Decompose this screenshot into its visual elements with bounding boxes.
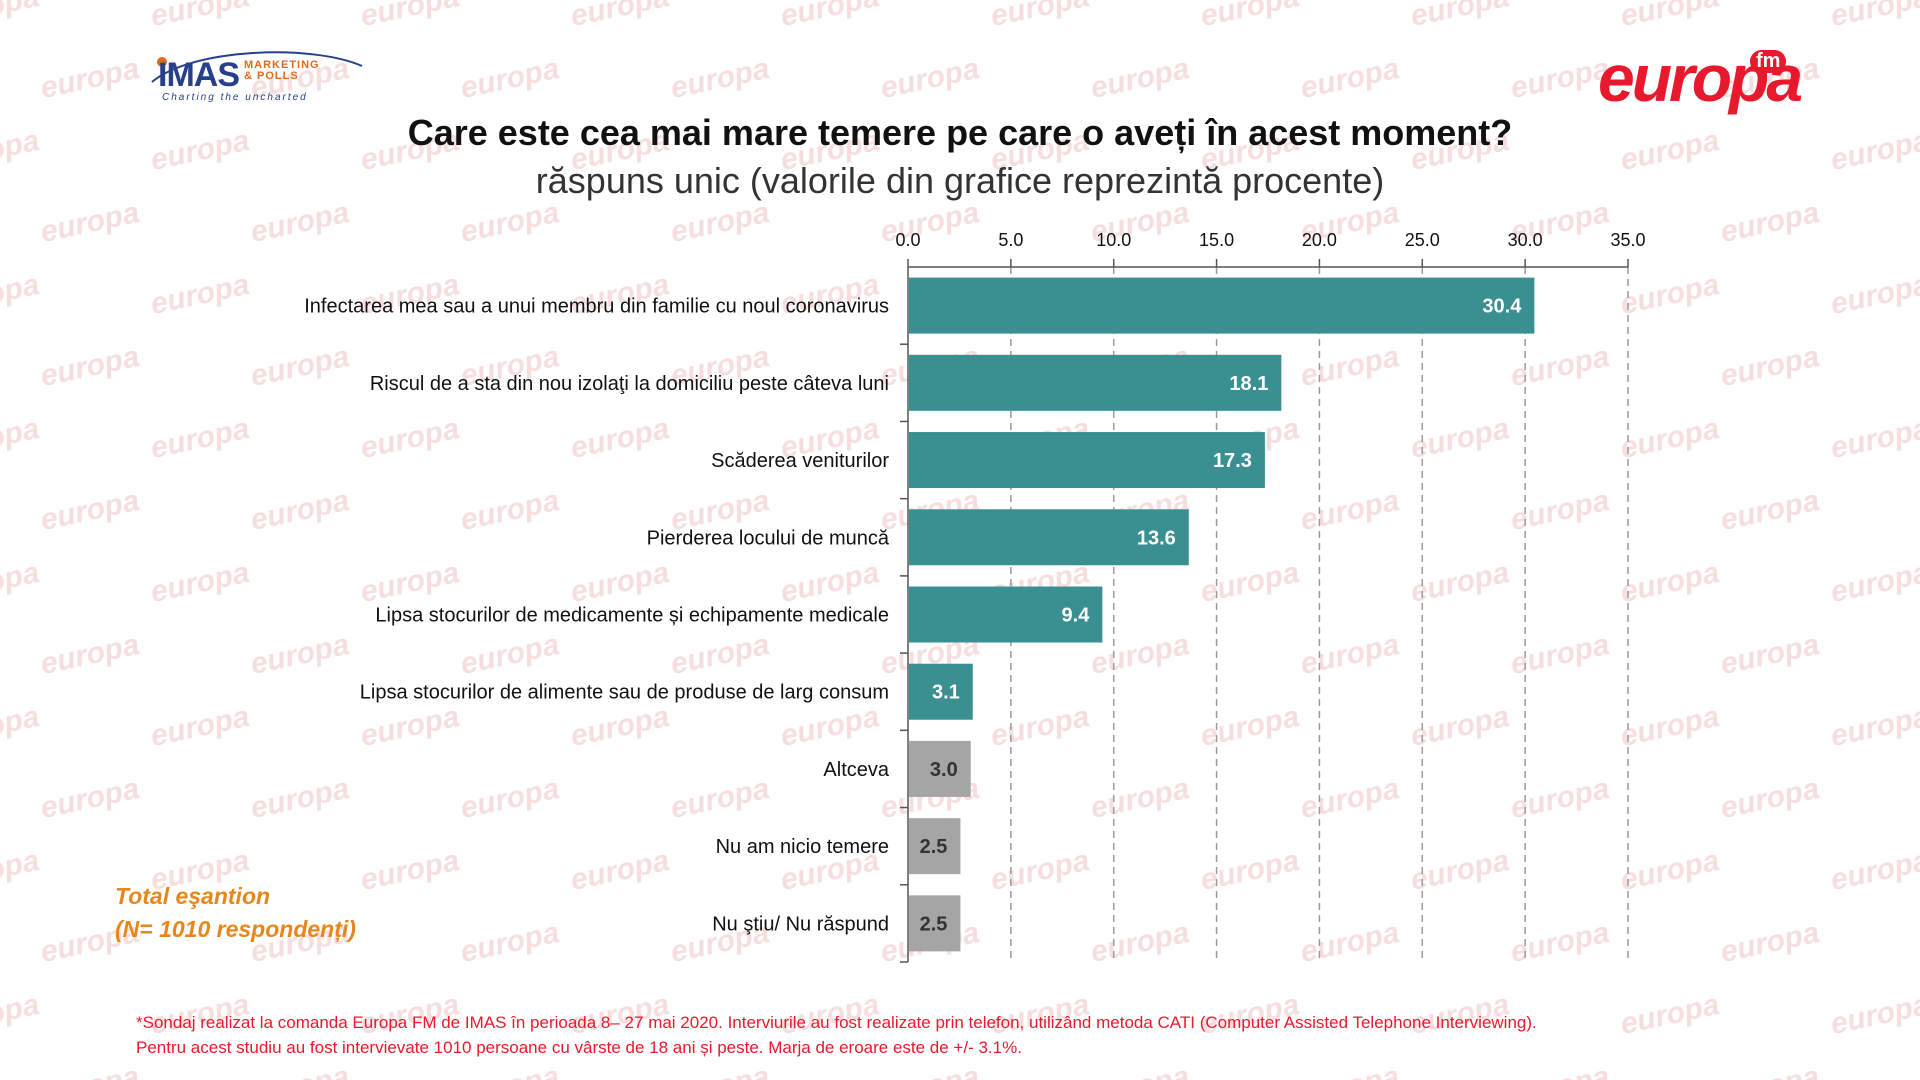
data-label: 13.6 [1137,527,1176,549]
footnote: *Sondaj realizat la comanda Europa FM de… [136,1010,1537,1060]
imas-logo-sub: MARKETING & POLLS [244,60,320,82]
europafm-logo: europa fm [1598,40,1856,120]
europafm-logo-badge: fm [1750,50,1787,73]
category-label: Altceva [823,759,889,781]
data-label: 2.5 [920,913,948,935]
chart-subtitle: răspuns unic (valorile din grafice repre… [535,160,1385,201]
footnote-line2: Pentru acest studiu au fost intervievate… [136,1038,1022,1057]
data-label: 2.5 [920,836,948,858]
x-tick-label: 10.0 [1096,230,1131,250]
category-label: Lipsa stocurilor de alimente sau de prod… [360,682,889,704]
x-tick-label: 5.0 [998,230,1023,250]
x-tick-label: 35.0 [1610,230,1645,250]
bar [909,509,1189,566]
data-label: 3.1 [932,682,960,704]
sample-note: Total eşantion (N= 1010 respondenți) [115,880,356,946]
data-label: 30.4 [1482,296,1522,318]
footnote-line1: *Sondaj realizat la comanda Europa FM de… [136,1013,1537,1032]
x-tick-label: 20.0 [1302,230,1337,250]
category-label: Scăderea veniturilor [711,450,889,472]
bar [909,740,971,797]
bar [909,586,1103,643]
data-label: 3.0 [930,759,958,781]
data-label: 9.4 [1062,605,1091,627]
bar [909,818,961,875]
x-tick-label: 25.0 [1405,230,1440,250]
sample-note-line2: (N= 1010 respondenți) [115,916,356,942]
category-label: Pierderea locului de muncă [647,527,890,549]
bar [909,277,1535,334]
imas-swoosh-icon [151,51,363,83]
imas-logo-sub1: MARKETING [244,59,320,71]
data-label: 18.1 [1229,373,1268,395]
category-label: Nu am nicio temere [716,836,889,858]
sample-note-line1: Total eşantion [115,883,271,909]
imas-tagline: Charting the uncharted [162,92,308,103]
imas-logo-sub2: & POLLS [244,70,299,82]
category-label: Infectarea mea sau a unui membru din fam… [304,296,889,318]
data-label: 17.3 [1213,450,1252,472]
category-label: Riscul de a sta din nou izolaţi la domic… [370,373,889,395]
bar [909,432,1265,489]
bar [909,663,973,720]
category-label: Nu ştiu/ Nu răspund [712,913,889,935]
bar [909,895,961,952]
imas-logo-text: IMAS [158,56,240,94]
category-label: Lipsa stocurilor de medicamente și echip… [375,605,889,627]
chart-title: Care este cea mai mare temere pe care o … [407,112,1513,153]
imas-logo: IMAS MARKETING & POLLS Charting the unch… [132,44,372,104]
x-tick-label: 15.0 [1199,230,1234,250]
x-tick-label: 30.0 [1508,230,1543,250]
bar [909,354,1282,411]
x-tick-label: 0.0 [895,230,920,250]
